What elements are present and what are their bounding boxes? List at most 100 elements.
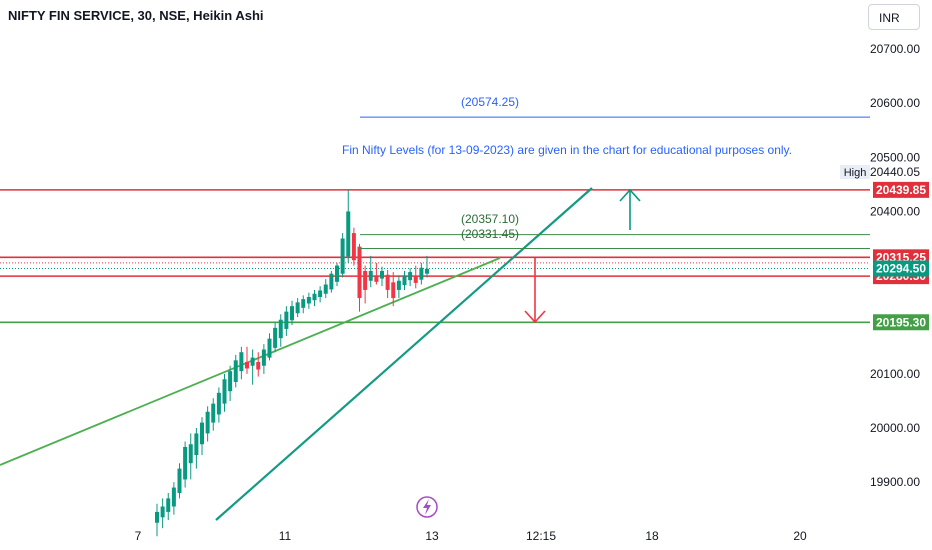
- last-price-badge: [873, 260, 929, 277]
- x-axis: 7 11 13 12:15 18 20: [135, 529, 807, 543]
- arrow-head: [619, 188, 641, 202]
- candle: [346, 189, 351, 263]
- y-axis: 19900.00 20000.00 20100.00 20400.00 20500.00…: [840, 42, 929, 489]
- candle: [295, 298, 300, 318]
- x-tick-label: 12:15: [526, 529, 556, 543]
- candle: [183, 441, 188, 488]
- candle-body: [261, 349, 266, 366]
- candle: [239, 346, 244, 380]
- candle-body: [335, 265, 339, 282]
- candle-body: [160, 506, 165, 518]
- candle: [385, 269, 390, 299]
- candle-body: [425, 268, 429, 274]
- x-tick-label: 7: [135, 529, 142, 543]
- candle-body: [374, 275, 379, 282]
- candle: [284, 306, 289, 336]
- candle: [228, 365, 233, 401]
- candle-body: [183, 446, 188, 480]
- candle: [155, 503, 159, 537]
- candle: [425, 255, 429, 278]
- y-tick-label: 20700.00: [870, 42, 920, 56]
- high-marker-value: 20440.05: [870, 165, 920, 179]
- candle-body: [171, 487, 176, 507]
- candle: [306, 292, 311, 309]
- x-tick-label: 18: [645, 529, 659, 543]
- level-badge: [873, 181, 929, 198]
- candle: [408, 268, 413, 287]
- arrow-down-icon: [524, 258, 546, 324]
- candle: [413, 265, 418, 289]
- candle: [222, 373, 227, 412]
- candles: [155, 189, 429, 537]
- candle-body: [357, 246, 362, 299]
- y-tick-label: 20500.00: [870, 150, 920, 164]
- candle-body: [318, 290, 323, 297]
- candle: [374, 262, 379, 285]
- trendline-lower: [0, 257, 501, 466]
- trendlines: [0, 187, 593, 521]
- y-tick-label: 20000.00: [870, 421, 920, 435]
- annotations: (20574.25) Fin Nifty Levels (for 13-09-20…: [342, 95, 870, 324]
- candle: [380, 266, 384, 287]
- lightning-icon[interactable]: [416, 496, 438, 518]
- candle: [335, 262, 339, 287]
- candle: [166, 492, 171, 521]
- candle-body: [306, 296, 311, 304]
- candle-body: [211, 403, 216, 423]
- candle: [267, 333, 272, 361]
- candle-body: [385, 274, 390, 290]
- candle: [419, 262, 424, 285]
- y-tick-label: 19900.00: [870, 475, 920, 489]
- candle: [188, 433, 193, 480]
- candle-body: [301, 299, 306, 308]
- candle: [211, 398, 216, 431]
- candle-body: [155, 511, 159, 523]
- candle-body: [363, 270, 368, 290]
- y-tick-label: 20400.00: [870, 204, 920, 218]
- last-price-label: 20294.50: [876, 262, 926, 276]
- candle: [318, 286, 323, 303]
- candle-body: [419, 267, 424, 280]
- candle: [329, 270, 334, 293]
- candle: [261, 344, 266, 374]
- candle: [250, 349, 255, 385]
- mid-level-label: (20357.10): [461, 212, 519, 226]
- candle-body: [284, 311, 289, 329]
- candle: [301, 295, 306, 314]
- candle-body: [413, 276, 418, 283]
- candle: [323, 279, 328, 299]
- candle-body: [256, 361, 261, 370]
- candle-body: [200, 422, 204, 445]
- candle-body: [239, 352, 244, 372]
- x-tick-label: 11: [279, 529, 292, 543]
- candle-body: [323, 284, 328, 294]
- mid-level-label: (20331.45): [461, 227, 519, 241]
- chart-title: NIFTY FIN SERVICE, 30, NSE, Heikin Ashi: [8, 8, 264, 23]
- level-badge-label: 20439.85: [876, 183, 926, 197]
- chart-note: Fin Nifty Levels (for 13-09-2023) are gi…: [342, 143, 792, 157]
- candle-body: [245, 361, 249, 369]
- candle-body: [273, 327, 278, 348]
- candle: [160, 498, 165, 529]
- candle-body: [216, 392, 221, 415]
- candle: [216, 387, 221, 423]
- candle: [351, 227, 356, 266]
- y-tick-label: 20600.00: [870, 96, 920, 110]
- candle: [290, 300, 294, 326]
- candle-body: [290, 306, 294, 321]
- candle: [273, 322, 278, 353]
- candle: [194, 428, 199, 469]
- candle-body: [329, 273, 334, 290]
- candle: [363, 265, 368, 304]
- trendline-upper: [215, 187, 593, 521]
- candle: [278, 314, 283, 347]
- candle-body: [312, 293, 317, 301]
- currency-selector[interactable]: INR: [868, 4, 920, 30]
- candle-body: [408, 272, 413, 281]
- arrow-head: [524, 310, 546, 324]
- x-tick-label: 13: [425, 529, 439, 543]
- candle: [396, 275, 401, 299]
- candle-body: [368, 270, 373, 281]
- candle: [171, 482, 176, 515]
